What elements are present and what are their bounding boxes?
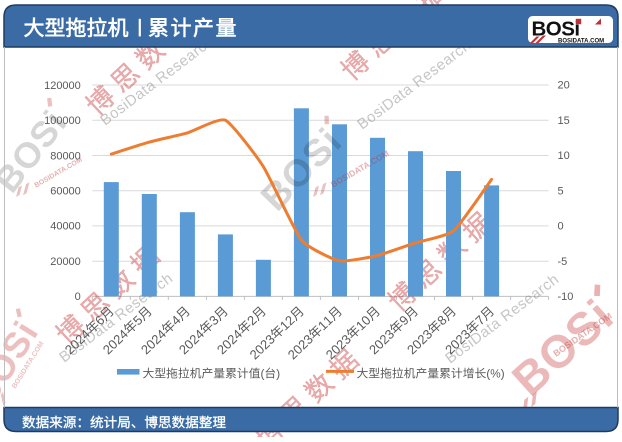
svg-text:100000: 100000 [44, 115, 81, 127]
svg-text:-10: -10 [558, 291, 574, 303]
svg-text:10: 10 [558, 150, 570, 162]
svg-text:20: 20 [558, 80, 570, 92]
svg-text:120000: 120000 [44, 80, 81, 92]
svg-text:15: 15 [558, 115, 570, 127]
svg-text:BOSIDATA.COM: BOSIDATA.COM [558, 38, 604, 44]
svg-text:0: 0 [75, 291, 81, 303]
svg-text:60000: 60000 [50, 186, 81, 198]
svg-text:BOSi: BOSi [532, 18, 580, 41]
svg-text:0: 0 [558, 221, 564, 233]
svg-text:20000: 20000 [50, 256, 81, 268]
svg-text:80000: 80000 [50, 150, 81, 162]
svg-text:5: 5 [558, 185, 564, 197]
svg-text:40000: 40000 [50, 221, 81, 233]
svg-text:-5: -5 [558, 256, 568, 268]
